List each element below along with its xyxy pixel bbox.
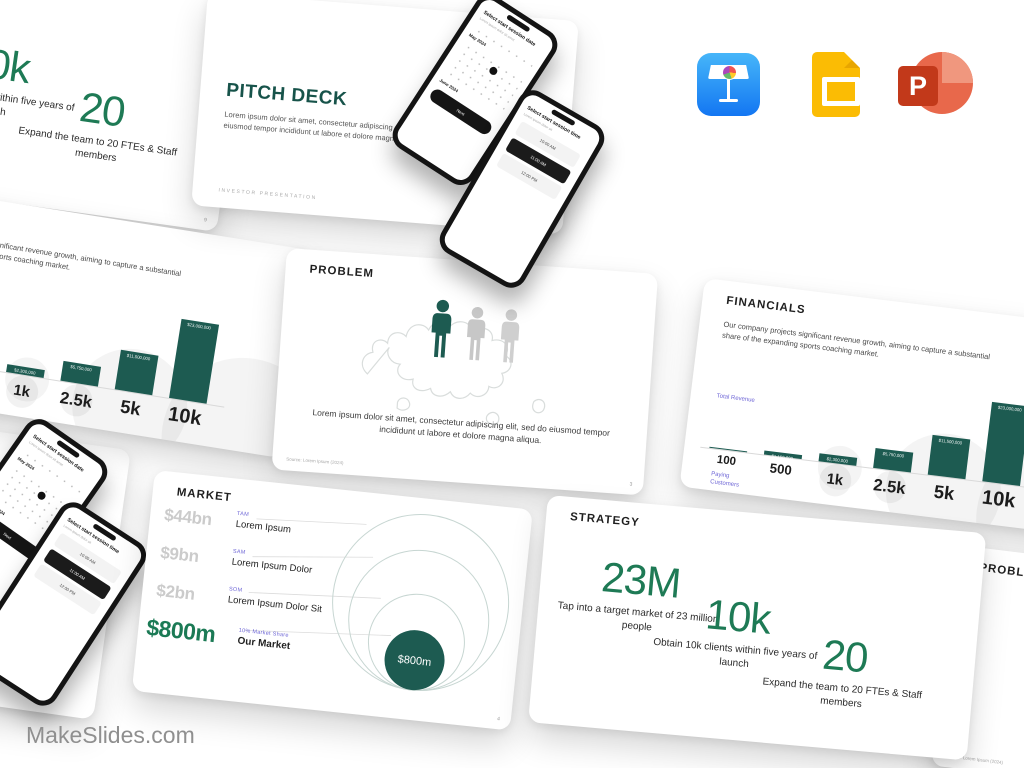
bar-value-label: $2,300,000 bbox=[826, 455, 849, 464]
bar-value-label: $5,750,000 bbox=[882, 450, 905, 459]
strategy-stat: 20 Expand the team to 20 FTEs & Staff me… bbox=[6, 77, 195, 176]
person-icon-gray bbox=[466, 306, 486, 361]
market-size-circles: $800m bbox=[220, 491, 530, 725]
bar-value-label: $5,750,000 bbox=[70, 363, 93, 372]
slide-title: PROBLEM bbox=[309, 263, 375, 281]
bar-category-label: 10k bbox=[980, 486, 1017, 513]
strategy-stat: 20 Expand the team to 20 FTEs & Staff me… bbox=[751, 628, 937, 718]
revenue-bar: $23,000,000 bbox=[981, 401, 1024, 486]
selected-day-dot bbox=[488, 65, 500, 77]
powerpoint-letter: P bbox=[908, 70, 927, 101]
bar-value-label: $1,150,000 bbox=[771, 452, 794, 461]
revenue-bar-chart: 100$1,150,000500$2,300,0001k$5,750,0002.… bbox=[0, 274, 237, 430]
bubble-label: $800m bbox=[397, 653, 432, 668]
person-icon-gray bbox=[500, 309, 520, 363]
revenue-bar: $23,000,000 bbox=[168, 318, 219, 404]
brand-link[interactable]: MakeSlides.com bbox=[26, 722, 195, 748]
market-value: $800m bbox=[145, 614, 217, 648]
slide-title: FINANCIALS bbox=[725, 294, 807, 317]
page-number: 9 bbox=[203, 217, 208, 224]
powerpoint-wedge bbox=[942, 52, 973, 83]
fold-corner bbox=[844, 52, 860, 68]
powerpoint-tile: P bbox=[898, 66, 938, 106]
bar-value-label: $23,000,000 bbox=[997, 404, 1023, 413]
pitch-deck-title: PITCH DECK bbox=[225, 79, 348, 111]
pitch-deck-footer: INVESTOR PRESENTATION bbox=[218, 187, 318, 202]
bar-category-label: 100 bbox=[716, 453, 737, 469]
bar-value-label: $11,500,000 bbox=[126, 352, 151, 361]
slide-problem: PROBLEM bbox=[271, 248, 659, 496]
market-value: $44bn bbox=[163, 505, 213, 530]
slide-frame bbox=[822, 77, 860, 106]
x-axis-label: Paying Customers bbox=[709, 471, 740, 489]
keynote-icon[interactable] bbox=[697, 53, 760, 116]
selected-day-dot bbox=[36, 490, 48, 502]
person-icons bbox=[426, 298, 525, 364]
revenue-bar: $1,150,000 bbox=[763, 450, 802, 461]
slide-financials: FINANCIALS Our company projects signific… bbox=[679, 278, 1024, 538]
slide-strategy: STRATEGY 23M Tap into a target market of… bbox=[528, 495, 987, 761]
market-value: $9bn bbox=[159, 543, 200, 566]
revenue-bar bbox=[708, 446, 747, 453]
revenue-bar: $11,500,000 bbox=[927, 434, 970, 480]
slide-title: MARKET bbox=[176, 486, 233, 505]
our-market-bubble bbox=[384, 630, 445, 691]
slide-title: STRATEGY bbox=[569, 511, 641, 530]
slide-title: PROBLEM bbox=[978, 561, 1024, 582]
revenue-bar: $5,750,000 bbox=[59, 360, 101, 387]
bar-slot: $23,000,000 10k bbox=[160, 317, 227, 430]
slide-market: MARKET $800m $44bn TAM bbox=[131, 470, 533, 731]
source-note: Source: Lorem Ipsum (2024) bbox=[286, 456, 344, 466]
bar-slot: 100 bbox=[700, 367, 764, 468]
bar-slot: $11,500,000 5k bbox=[919, 394, 983, 504]
bar-category-label: 5k bbox=[932, 480, 956, 504]
powerpoint-icon[interactable]: P bbox=[898, 50, 973, 117]
bar-value-label: $11,500,000 bbox=[938, 437, 963, 446]
bar-value-label: $23,000,000 bbox=[186, 321, 212, 331]
revenue-bar: $11,500,000 bbox=[114, 349, 158, 396]
market-value: $2bn bbox=[155, 580, 196, 604]
google-slides-icon[interactable] bbox=[812, 52, 860, 117]
revenue-bar: $5,750,000 bbox=[872, 447, 913, 473]
keynote-pie bbox=[722, 65, 737, 80]
person-icon-teal bbox=[431, 299, 452, 358]
bar-category-label: 500 bbox=[768, 460, 793, 478]
slide-financials-partial: FINANCIALS Our company projects signific… bbox=[0, 185, 314, 459]
keynote-foot bbox=[719, 99, 738, 102]
financials-description: Our company projects significant revenue… bbox=[0, 227, 182, 279]
financials-description: Our company projects significant revenue… bbox=[721, 319, 991, 362]
bar-category-label: 5k bbox=[118, 395, 143, 420]
keynote-leg bbox=[727, 79, 730, 99]
bar-slot: $23,000,000 10k bbox=[973, 401, 1024, 512]
bar-slot: $5,750,000 2.5k bbox=[864, 387, 928, 505]
page-number: 3 bbox=[629, 481, 633, 488]
bar-slot: $2,300,000 1k bbox=[810, 381, 874, 499]
